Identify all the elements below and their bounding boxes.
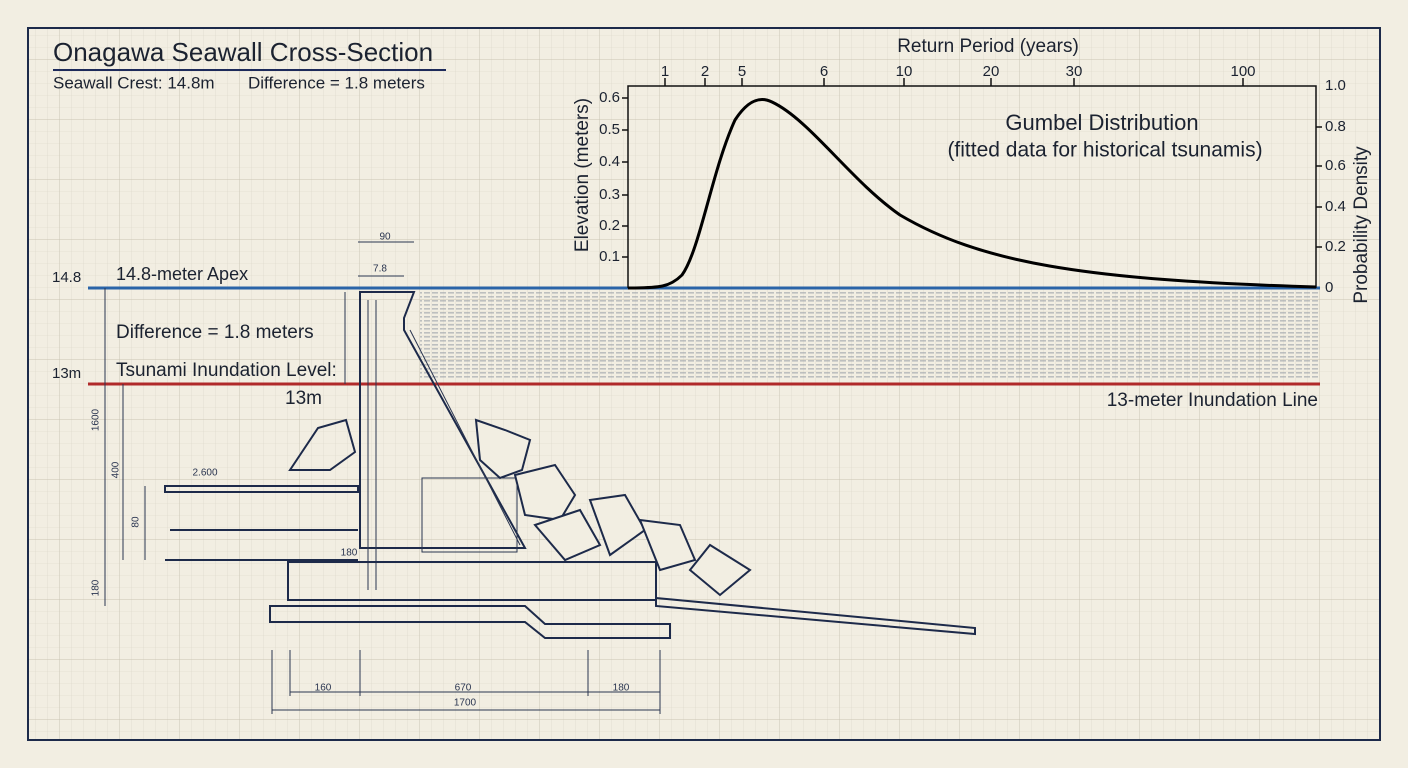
block	[288, 418, 357, 471]
inundation-line-label: 13-meter Inundation Line	[1107, 390, 1318, 411]
apex-value: 14.8	[52, 269, 81, 286]
right-axis-label: Probability Density	[1351, 146, 1372, 304]
right-tick: 0.2	[1325, 238, 1346, 255]
top-tick: 20	[983, 63, 1000, 80]
tick-marks	[622, 78, 1322, 258]
gumbel-curve	[627, 97, 1317, 290]
right-tick: 0.8	[1325, 118, 1346, 135]
dim-label: 80	[131, 516, 142, 528]
left-tick: 0.1	[599, 248, 620, 265]
inset-chart: Return Period (years) 1 2 5 6 10 20 30 1…	[572, 36, 1372, 304]
base	[269, 605, 671, 639]
apron	[655, 596, 976, 636]
footing	[287, 561, 657, 601]
left-tick: 0.3	[599, 186, 620, 203]
top-tick: 10	[896, 63, 913, 80]
slab	[164, 485, 359, 561]
seawall-drawing: 90 7.8 1600 400 80 2.600 180 180 160 670…	[91, 232, 976, 714]
right-tick: 1.0	[1325, 77, 1346, 94]
tetrapods	[474, 418, 752, 597]
dim-label: 180	[613, 683, 630, 694]
right-tick: 0.4	[1325, 198, 1346, 215]
title: Onagawa Seawall Cross-Section	[53, 37, 433, 67]
dimension-lines	[104, 241, 414, 606]
top-tick: 30	[1066, 63, 1083, 80]
panel	[421, 477, 518, 553]
difference-label: Difference = 1.8 meters	[116, 322, 314, 343]
top-tick: 5	[738, 63, 746, 80]
dim-label: 1700	[454, 698, 477, 709]
dim-label: 400	[111, 461, 122, 478]
text-columns	[420, 292, 1320, 380]
chart-axes	[627, 85, 1317, 288]
dim-label: 7.8	[373, 264, 387, 275]
inundation-value: 13m	[52, 365, 81, 382]
dim-label: 180	[91, 579, 102, 596]
top-tick: 2	[701, 63, 709, 80]
inundation-label-value: 13m	[285, 388, 322, 409]
left-tick: 0.5	[599, 121, 620, 138]
right-tick: 0	[1325, 279, 1333, 296]
top-tick: 1	[661, 63, 669, 80]
apex-label: 14.8-meter Apex	[116, 264, 248, 284]
inundation-label: Tsunami Inundation Level:	[116, 360, 337, 381]
annotation-note: (fitted data for historical tsunamis)	[947, 139, 1262, 162]
base-dimension-lines	[271, 650, 661, 714]
right-tick: 0.6	[1325, 157, 1346, 174]
left-axis-label: Elevation (meters)	[572, 98, 593, 252]
dim-label: 160	[315, 683, 332, 694]
wall	[359, 291, 527, 549]
top-tick: 6	[820, 63, 828, 80]
top-tick: 100	[1230, 63, 1255, 80]
left-tick: 0.6	[599, 89, 620, 106]
dim-label: 90	[379, 232, 391, 243]
subtitle-crest: Seawall Crest: 14.8m	[53, 73, 215, 92]
top-axis-label: Return Period (years)	[897, 36, 1079, 57]
dim-label: 670	[455, 683, 472, 694]
rebar	[367, 300, 521, 590]
left-tick: 0.4	[599, 153, 620, 170]
subtitle-difference: Difference = 1.8 meters	[248, 73, 425, 92]
dim-label: 180	[341, 548, 358, 559]
annotation-title: Gumbel Distribution	[1005, 110, 1198, 135]
dim-label: 2.600	[192, 468, 217, 479]
left-tick: 0.2	[599, 217, 620, 234]
dim-label: 1600	[91, 408, 102, 431]
